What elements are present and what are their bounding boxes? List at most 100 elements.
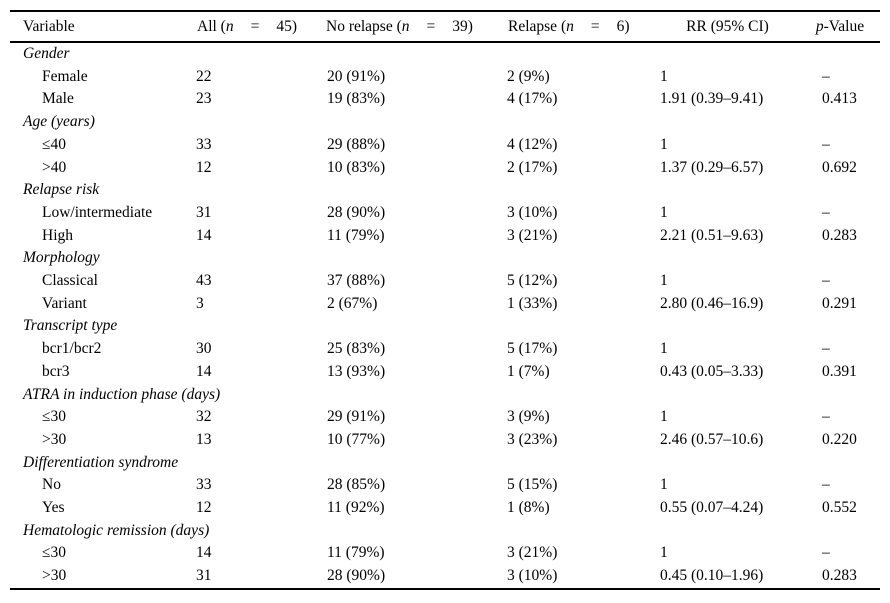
- col-header-relapse-n: n: [566, 17, 574, 35]
- group-label: Gender: [23, 45, 70, 62]
- group-row-hematologic-remission: Hematologic remission (days): [10, 520, 880, 543]
- cell-rr: 0.45 (0.10–1.96): [660, 567, 764, 585]
- cell-variable: Classical: [42, 272, 98, 290]
- cell-no-relapse: 11 (92%): [327, 499, 385, 517]
- cell-variable: >30: [42, 567, 67, 585]
- col-header-no-relapse-eq: =: [426, 17, 436, 35]
- cell-relapse: 2 (17%): [507, 158, 558, 176]
- table-row: ≤30 14 11 (79%) 3 (21%) 1 –: [10, 542, 880, 565]
- cell-rr: 1: [660, 544, 668, 562]
- cell-rr: 2.21 (0.51–9.63): [660, 226, 764, 244]
- cell-no-relapse: 10 (83%): [327, 158, 386, 176]
- table-row: >40 12 10 (83%) 2 (17%) 1.37 (0.29–6.57)…: [10, 157, 880, 180]
- cell-rr: 1: [660, 476, 668, 494]
- cell-variable: Male: [42, 90, 74, 108]
- cell-rr: 0.43 (0.05–3.33): [660, 362, 764, 380]
- cell-all: 12: [196, 499, 212, 517]
- cell-all: 33: [196, 135, 212, 153]
- cell-variable: >40: [42, 158, 67, 176]
- col-header-p-rest: -Value: [823, 17, 865, 35]
- cell-no-relapse: 28 (90%): [327, 203, 386, 221]
- group-label: Differentiation syndrome: [23, 453, 179, 471]
- cell-p-value: –: [822, 340, 830, 358]
- cell-variable: Female: [42, 67, 88, 85]
- table-row: ≤40 33 29 (88%) 4 (12%) 1 –: [10, 134, 880, 157]
- table-row: Classical 43 37 (88%) 5 (12%) 1 –: [10, 270, 880, 293]
- cell-rr: 2.46 (0.57–10.6): [660, 430, 764, 448]
- table-row: Male 23 19 (83%) 4 (17%) 1.91 (0.39–9.41…: [10, 88, 880, 111]
- cell-relapse: 3 (10%): [507, 203, 558, 221]
- group-row-differentiation-syndrome: Differentiation syndrome: [10, 452, 880, 475]
- cell-variable: bcr1/bcr2: [42, 340, 102, 358]
- cell-no-relapse: 11 (79%): [327, 544, 385, 562]
- table-row: High 14 11 (79%) 3 (21%) 2.21 (0.51–9.63…: [10, 225, 880, 248]
- cell-rr: 1: [660, 408, 668, 426]
- cell-no-relapse: 13 (93%): [327, 362, 386, 380]
- cell-p-value: –: [822, 203, 830, 221]
- group-row-gender: Gender: [10, 42, 880, 66]
- cell-no-relapse: 37 (88%): [327, 272, 386, 290]
- table-body: Gender Female 22 20 (91%) 2 (9%) 1 – Mal…: [10, 42, 880, 589]
- cell-rr: 1: [660, 67, 668, 85]
- cell-relapse: 5 (17%): [507, 340, 558, 358]
- cell-variable: No: [42, 476, 61, 494]
- table-header: Variable All (n = 45) No relapse (n = 39) Re…: [10, 11, 880, 43]
- cell-relapse: 5 (15%): [507, 476, 558, 494]
- col-header-relapse-count: 6): [616, 17, 630, 35]
- cell-no-relapse: 11 (79%): [327, 226, 385, 244]
- table-row: Yes 12 11 (92%) 1 (8%) 0.55 (0.07–4.24) …: [10, 497, 880, 520]
- col-header-rr-ci: RR (95% CI): [655, 11, 800, 43]
- cell-rr: 1: [660, 340, 668, 358]
- table-row: Variant 3 2 (67%) 1 (33%) 2.80 (0.46–16.…: [10, 293, 880, 316]
- cell-variable: ≤40: [42, 135, 67, 153]
- table-row: ≤30 32 29 (91%) 3 (9%) 1 –: [10, 406, 880, 429]
- cell-variable: Low/intermediate: [42, 203, 153, 221]
- cell-relapse: 1 (7%): [507, 362, 550, 380]
- group-label: Morphology: [23, 249, 100, 267]
- cell-rr: 1: [660, 203, 668, 221]
- cell-all: 32: [196, 408, 212, 426]
- col-header-no-relapse-count: 39): [452, 17, 473, 35]
- cell-rr: 1.37 (0.29–6.57): [660, 158, 764, 176]
- cell-all: 31: [196, 567, 212, 585]
- cell-no-relapse: 20 (91%): [327, 67, 386, 85]
- table-row: >30 13 10 (77%) 3 (23%) 2.46 (0.57–10.6)…: [10, 429, 880, 452]
- cell-all: 14: [196, 544, 212, 562]
- cell-relapse: 3 (10%): [507, 567, 558, 585]
- col-header-all-pre: All (: [197, 17, 226, 35]
- cell-p-value: –: [822, 476, 830, 494]
- cell-variable: bcr3: [42, 362, 70, 380]
- cell-variable: ≤30: [42, 408, 67, 426]
- cell-relapse: 3 (21%): [507, 544, 558, 562]
- group-label: Hematologic remission (days): [23, 521, 210, 539]
- cell-relapse: 3 (9%): [507, 408, 550, 426]
- table-row: No 33 28 (85%) 5 (15%) 1 –: [10, 474, 880, 497]
- col-header-p-italic: p: [815, 17, 824, 35]
- table-row: bcr1/bcr2 30 25 (83%) 5 (17%) 1 –: [10, 338, 880, 361]
- group-label: Relapse risk: [23, 181, 100, 199]
- cell-variable: ≤30: [42, 544, 67, 562]
- cell-p-value: 0.283: [822, 226, 857, 244]
- col-header-variable: Variable: [10, 11, 195, 43]
- cell-rr: 2.80 (0.46–16.9): [660, 294, 764, 312]
- cell-p-value: –: [822, 408, 830, 426]
- table-row: Low/intermediate 31 28 (90%) 3 (10%) 1 –: [10, 202, 880, 225]
- table-header-row: Variable All (n = 45) No relapse (n = 39) Re…: [10, 11, 880, 43]
- col-header-relapse: Relapse (n = 6): [505, 11, 655, 43]
- col-header-all-count: 45): [276, 17, 298, 35]
- cell-all: 3: [196, 294, 204, 312]
- col-header-all: All (n = 45): [195, 11, 325, 43]
- cell-p-value: 0.692: [822, 158, 857, 176]
- cell-p-value: –: [822, 272, 830, 290]
- table-row: bcr3 14 13 (93%) 1 (7%) 0.43 (0.05–3.33)…: [10, 361, 880, 384]
- cell-rr: 0.55 (0.07–4.24): [660, 499, 764, 517]
- cell-relapse: 3 (23%): [507, 430, 558, 448]
- cell-relapse: 1 (33%): [507, 294, 558, 312]
- cell-no-relapse: 29 (88%): [327, 135, 386, 153]
- cell-no-relapse: 28 (90%): [327, 567, 386, 585]
- cell-no-relapse: 25 (83%): [327, 340, 386, 358]
- col-header-all-eq: =: [250, 17, 260, 35]
- cell-all: 22: [196, 67, 212, 85]
- cell-all: 43: [196, 272, 212, 290]
- col-header-all-n: n: [225, 17, 234, 35]
